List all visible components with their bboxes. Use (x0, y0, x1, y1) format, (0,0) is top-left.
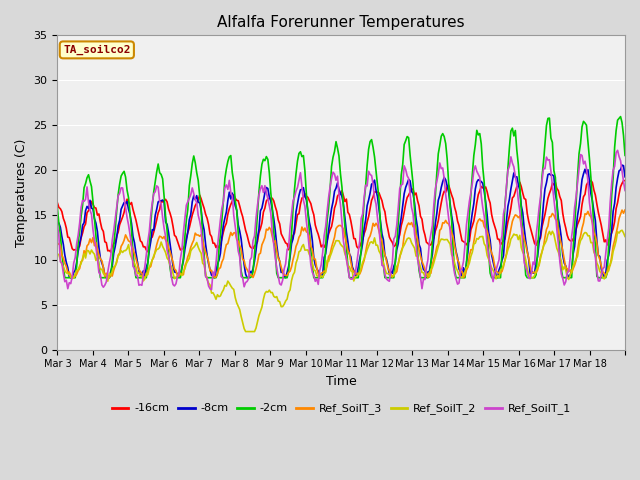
-16cm (107, 249, 115, 255)
Ref_SoilT_2 (621, 234, 629, 240)
-8cm (618, 162, 626, 168)
Ref_SoilT_3 (347, 259, 355, 265)
-8cm (74, 249, 82, 254)
Ref_SoilT_3 (92, 240, 100, 245)
Line: -8cm: -8cm (58, 165, 625, 278)
-16cm (620, 178, 627, 183)
Ref_SoilT_2 (91, 252, 99, 257)
-8cm (54, 218, 61, 224)
Ref_SoilT_1 (208, 287, 216, 292)
Ref_SoilT_1 (544, 157, 552, 163)
-16cm (621, 178, 629, 183)
-16cm (587, 178, 595, 183)
Ref_SoilT_2 (620, 230, 627, 236)
-8cm (544, 172, 552, 178)
-2cm (620, 132, 627, 138)
Ref_SoilT_3 (618, 207, 626, 213)
Ref_SoilT_3 (70, 275, 77, 281)
Ref_SoilT_2 (347, 268, 355, 274)
Line: Ref_SoilT_2: Ref_SoilT_2 (58, 230, 625, 332)
-8cm (92, 220, 100, 226)
-16cm (460, 239, 467, 244)
Line: -2cm: -2cm (58, 117, 625, 278)
Ref_SoilT_3 (621, 207, 629, 213)
Title: Alfalfa Forerunner Temperatures: Alfalfa Forerunner Temperatures (218, 15, 465, 30)
Line: -16cm: -16cm (58, 180, 625, 252)
-2cm (74, 240, 82, 246)
Ref_SoilT_2 (460, 272, 467, 278)
Ref_SoilT_1 (614, 147, 621, 153)
Legend: -16cm, -8cm, -2cm, Ref_SoilT_3, Ref_SoilT_2, Ref_SoilT_1: -16cm, -8cm, -2cm, Ref_SoilT_3, Ref_Soil… (108, 399, 575, 419)
-2cm (617, 114, 625, 120)
-8cm (460, 265, 467, 271)
-2cm (544, 116, 552, 121)
-2cm (54, 205, 61, 211)
-8cm (347, 254, 355, 260)
Ref_SoilT_2 (73, 267, 81, 273)
Text: TA_soilco2: TA_soilco2 (63, 45, 131, 55)
Ref_SoilT_2 (544, 232, 552, 238)
Ref_SoilT_1 (620, 179, 627, 184)
-16cm (91, 205, 99, 211)
-16cm (54, 200, 61, 206)
-2cm (347, 275, 355, 281)
Ref_SoilT_2 (242, 329, 250, 335)
Ref_SoilT_3 (54, 240, 61, 246)
-16cm (73, 247, 81, 253)
-2cm (460, 275, 467, 281)
Ref_SoilT_1 (460, 259, 467, 264)
-16cm (544, 195, 552, 201)
X-axis label: Time: Time (326, 375, 356, 388)
Ref_SoilT_3 (460, 275, 467, 281)
-2cm (621, 153, 629, 158)
-8cm (620, 163, 627, 168)
Ref_SoilT_1 (91, 237, 99, 243)
-16cm (347, 218, 355, 224)
Line: Ref_SoilT_1: Ref_SoilT_1 (58, 150, 625, 289)
Ref_SoilT_3 (544, 223, 552, 229)
-8cm (67, 275, 75, 281)
-2cm (92, 232, 100, 238)
Ref_SoilT_2 (54, 251, 61, 257)
Ref_SoilT_3 (74, 268, 82, 274)
Ref_SoilT_1 (54, 222, 61, 228)
Ref_SoilT_2 (618, 228, 626, 233)
-2cm (61, 275, 68, 281)
Ref_SoilT_1 (347, 276, 355, 282)
-8cm (621, 174, 629, 180)
Line: Ref_SoilT_3: Ref_SoilT_3 (58, 210, 625, 278)
Ref_SoilT_1 (73, 241, 81, 247)
Y-axis label: Temperatures (C): Temperatures (C) (15, 138, 28, 247)
Ref_SoilT_1 (621, 188, 629, 193)
